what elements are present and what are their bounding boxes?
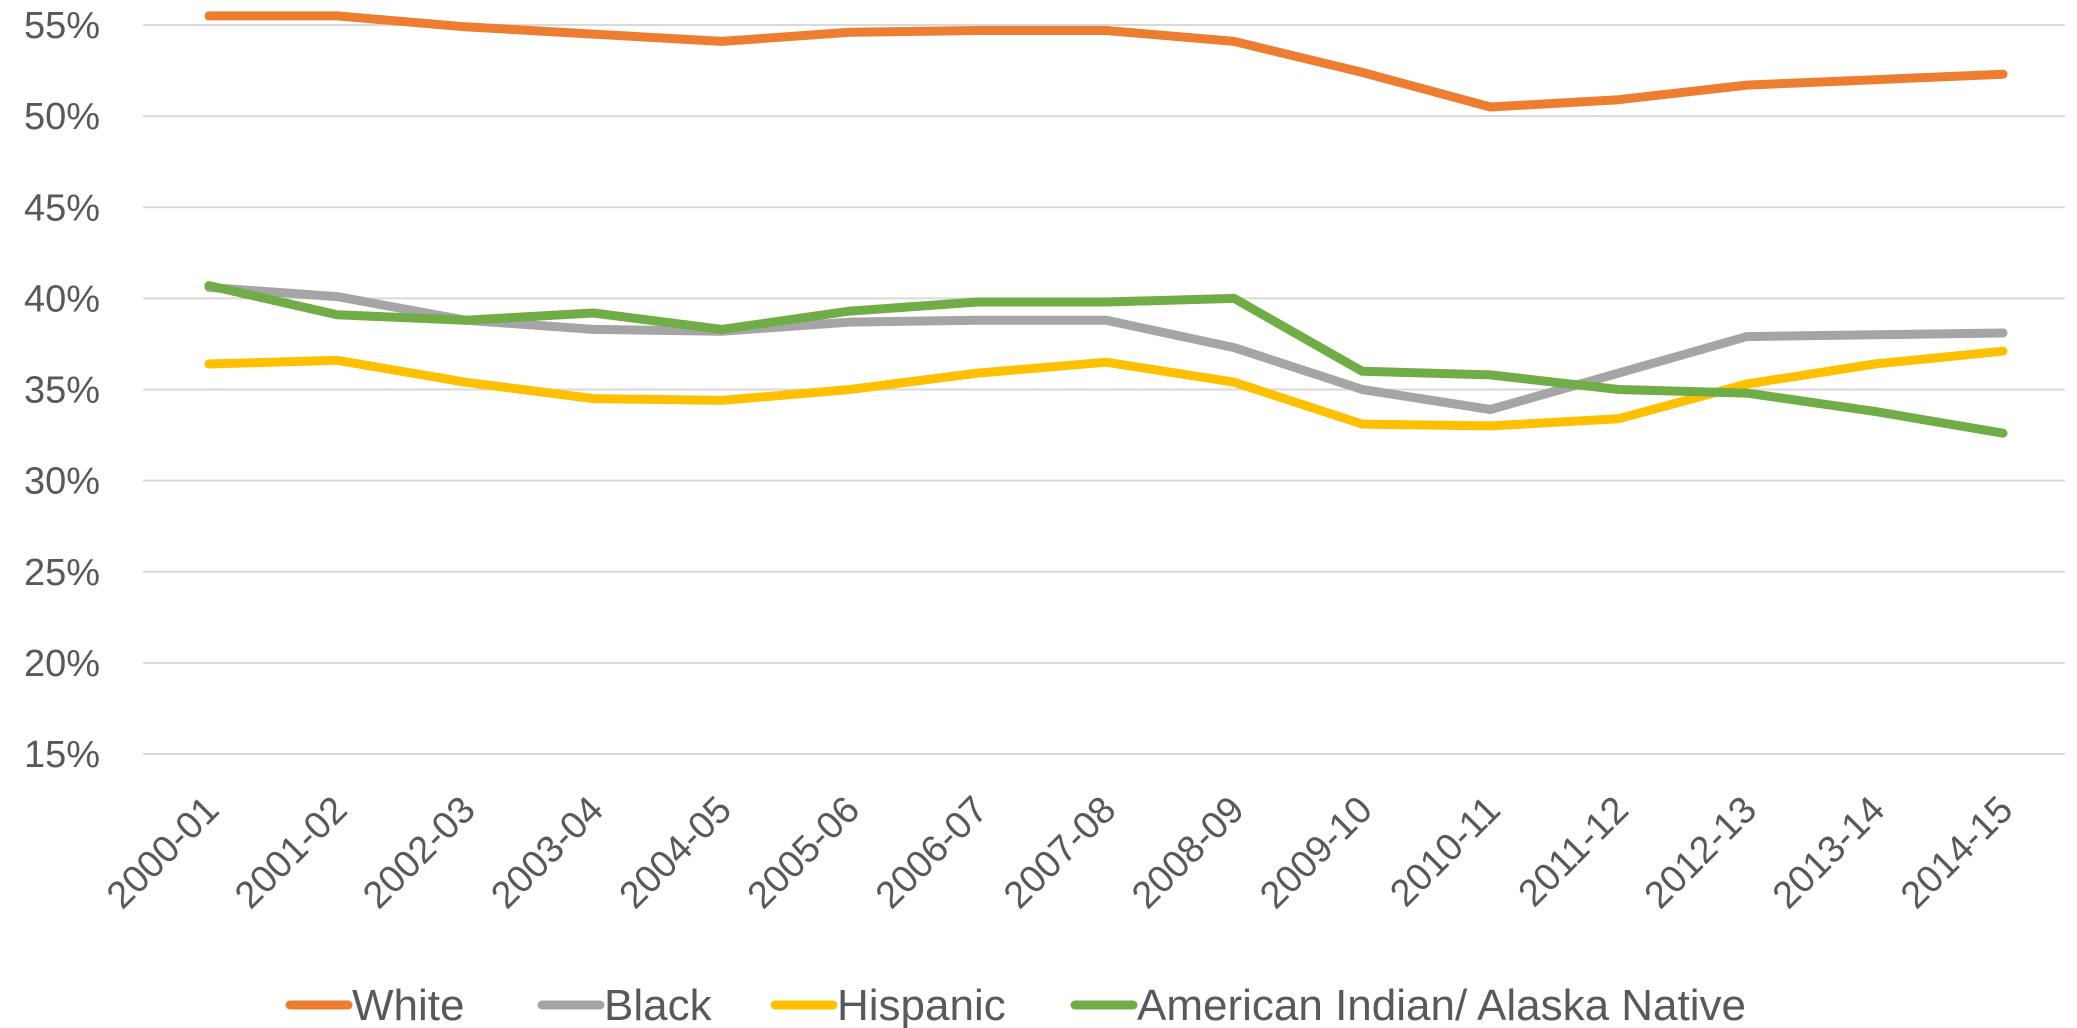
y-tick-label: 25%: [24, 552, 100, 594]
x-tick-label: 2006-07: [868, 789, 996, 917]
series-line-3: [204, 281, 2008, 438]
x-tick-label: 2001-02: [227, 789, 355, 917]
x-tick-label: 2007-08: [996, 789, 1124, 917]
legend-label: White: [352, 981, 464, 1028]
y-tick-label: 20%: [24, 643, 100, 685]
x-axis: 2000-01 2001-02 2002-03 2003-04 2004-05 2005-…: [99, 789, 2021, 917]
x-tick-label: 2003-04: [483, 789, 611, 917]
gridlines: [143, 24, 2065, 755]
y-tick-label: 45%: [24, 187, 100, 229]
series-lines: [204, 11, 2008, 438]
y-tick-label: 50%: [24, 96, 100, 138]
y-tick-label: 40%: [24, 278, 100, 320]
x-tick-label: 2011-12: [1511, 789, 1637, 915]
legend-label: Black: [604, 981, 713, 1028]
y-tick-label: 30%: [24, 461, 100, 503]
y-tick-label: 35%: [24, 370, 100, 412]
legend-label: Hispanic: [837, 981, 1006, 1028]
series-line-1: [204, 282, 2008, 414]
y-tick-label: 55%: [24, 5, 100, 47]
x-tick-label: 2013-14: [1765, 789, 1893, 917]
legend-label: American Indian/ Alaska Native: [1137, 981, 1746, 1028]
x-tick-label: 2012-13: [1637, 789, 1765, 917]
x-tick-label: 2004-05: [612, 789, 740, 917]
x-tick-label: 2010-11: [1382, 789, 1508, 915]
x-tick-label: 2002-03: [355, 789, 483, 917]
x-tick-label: 2009-10: [1252, 789, 1380, 917]
x-tick-label: 2005-06: [740, 789, 868, 917]
series-line-0: [204, 11, 2008, 112]
y-tick-label: 15%: [24, 734, 100, 776]
y-axis: 15% 20% 25% 30% 35% 40% 45% 50% 55%: [24, 5, 100, 776]
x-tick-label: 2014-15: [1893, 789, 2021, 917]
legend: White Black Hispanic American Indian/ Alask…: [285, 981, 1746, 1028]
x-tick-label: 2000-01: [99, 789, 227, 917]
x-tick-label: 2008-09: [1124, 789, 1252, 917]
